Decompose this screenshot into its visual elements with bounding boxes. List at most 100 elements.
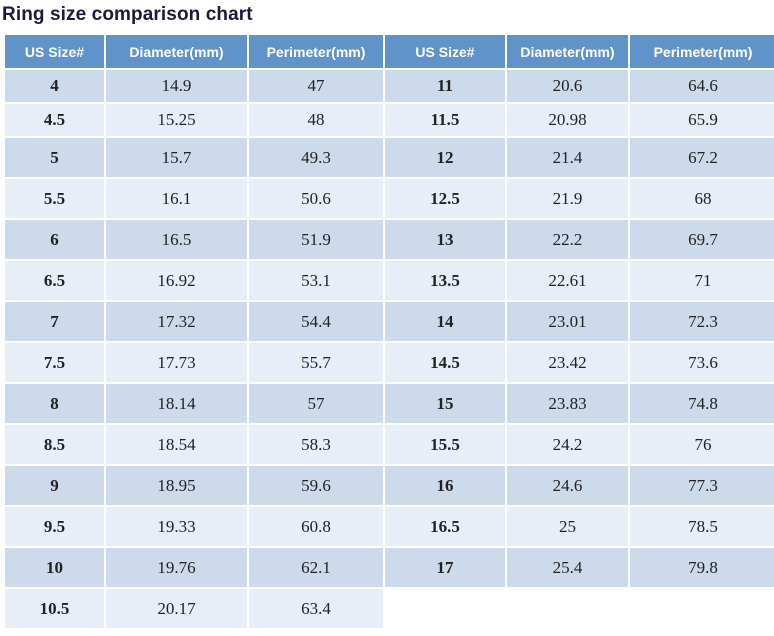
perimeter-cell: 65.9 xyxy=(630,104,774,136)
header-diameter-2: Diameter(mm) xyxy=(507,35,628,68)
diameter-cell: 21.4 xyxy=(507,138,628,177)
diameter-cell: 24.6 xyxy=(507,466,628,505)
us-size-cell: 12.5 xyxy=(385,179,505,218)
perimeter-cell: 60.8 xyxy=(249,507,383,546)
diameter-cell: 15.7 xyxy=(106,138,247,177)
diameter-cell: 15.25 xyxy=(106,104,247,136)
perimeter-cell: 64.6 xyxy=(630,70,774,102)
diameter-cell: 14.9 xyxy=(106,70,247,102)
perimeter-cell: 59.6 xyxy=(249,466,383,505)
us-size-cell: 11.5 xyxy=(385,104,505,136)
table-row: 7.5 17.73 55.7 14.5 23.42 73.6 xyxy=(5,343,774,382)
table-row: 7 17.32 54.4 14 23.01 72.3 xyxy=(5,302,774,341)
us-size-cell: 7 xyxy=(5,302,104,341)
perimeter-cell: 58.3 xyxy=(249,425,383,464)
us-size-cell: 15.5 xyxy=(385,425,505,464)
perimeter-cell: 63.4 xyxy=(249,589,383,628)
us-size-cell: 10 xyxy=(5,548,104,587)
diameter-cell: 25 xyxy=(507,507,628,546)
perimeter-cell: 51.9 xyxy=(249,220,383,259)
perimeter-cell: 72.3 xyxy=(630,302,774,341)
perimeter-cell: 71 xyxy=(630,261,774,300)
us-size-cell: 9 xyxy=(5,466,104,505)
table-row: 9.5 19.33 60.8 16.5 25 78.5 xyxy=(5,507,774,546)
table-row: 4 14.9 47 11 20.6 64.6 xyxy=(5,70,774,102)
us-size-cell: 10.5 xyxy=(5,589,104,628)
table-row: 4.5 15.25 48 11.5 20.98 65.9 xyxy=(5,104,774,136)
table-header-row: US Size# Diameter(mm) Perimeter(mm) US S… xyxy=(5,35,774,68)
us-size-cell: 8 xyxy=(5,384,104,423)
diameter-cell: 19.76 xyxy=(106,548,247,587)
perimeter-cell: 62.1 xyxy=(249,548,383,587)
us-size-cell: 13 xyxy=(385,220,505,259)
us-size-cell: 4 xyxy=(5,70,104,102)
perimeter-cell: 69.7 xyxy=(630,220,774,259)
us-size-cell: 9.5 xyxy=(5,507,104,546)
header-diameter: Diameter(mm) xyxy=(106,35,247,68)
perimeter-cell: 67.2 xyxy=(630,138,774,177)
table-row: 8.5 18.54 58.3 15.5 24.2 76 xyxy=(5,425,774,464)
diameter-cell: 17.73 xyxy=(106,343,247,382)
us-size-cell: 7.5 xyxy=(5,343,104,382)
table-row: 10 19.76 62.1 17 25.4 79.8 xyxy=(5,548,774,587)
us-size-cell: 15 xyxy=(385,384,505,423)
perimeter-cell: 48 xyxy=(249,104,383,136)
us-size-cell: 16 xyxy=(385,466,505,505)
header-perimeter: Perimeter(mm) xyxy=(249,35,383,68)
perimeter-cell: 47 xyxy=(249,70,383,102)
perimeter-cell: 79.8 xyxy=(630,548,774,587)
table-row: 9 18.95 59.6 16 24.6 77.3 xyxy=(5,466,774,505)
us-size-cell: 6.5 xyxy=(5,261,104,300)
diameter-cell: 22.61 xyxy=(507,261,628,300)
perimeter-cell: 57 xyxy=(249,384,383,423)
ring-size-table: US Size# Diameter(mm) Perimeter(mm) US S… xyxy=(3,33,774,630)
diameter-cell: 20.17 xyxy=(106,589,247,628)
perimeter-cell: 50.6 xyxy=(249,179,383,218)
page-title: Ring size comparison chart xyxy=(2,4,253,25)
diameter-cell xyxy=(507,589,628,628)
perimeter-cell xyxy=(630,589,774,628)
us-size-cell: 16.5 xyxy=(385,507,505,546)
header-us-size: US Size# xyxy=(5,35,104,68)
perimeter-cell: 77.3 xyxy=(630,466,774,505)
header-perimeter-2: Perimeter(mm) xyxy=(630,35,774,68)
diameter-cell: 16.1 xyxy=(106,179,247,218)
diameter-cell: 18.14 xyxy=(106,384,247,423)
diameter-cell: 22.2 xyxy=(507,220,628,259)
perimeter-cell: 55.7 xyxy=(249,343,383,382)
diameter-cell: 20.98 xyxy=(507,104,628,136)
us-size-cell: 12 xyxy=(385,138,505,177)
us-size-cell: 8.5 xyxy=(5,425,104,464)
header-us-size-2: US Size# xyxy=(385,35,505,68)
diameter-cell: 23.42 xyxy=(507,343,628,382)
us-size-cell: 5 xyxy=(5,138,104,177)
diameter-cell: 19.33 xyxy=(106,507,247,546)
diameter-cell: 25.4 xyxy=(507,548,628,587)
diameter-cell: 18.95 xyxy=(106,466,247,505)
us-size-cell: 5.5 xyxy=(5,179,104,218)
us-size-cell: 11 xyxy=(385,70,505,102)
diameter-cell: 20.6 xyxy=(507,70,628,102)
table-row: 5.5 16.1 50.6 12.5 21.9 68 xyxy=(5,179,774,218)
us-size-cell: 14.5 xyxy=(385,343,505,382)
perimeter-cell: 74.8 xyxy=(630,384,774,423)
table-row: 6 16.5 51.9 13 22.2 69.7 xyxy=(5,220,774,259)
perimeter-cell: 78.5 xyxy=(630,507,774,546)
us-size-cell: 14 xyxy=(385,302,505,341)
perimeter-cell: 53.1 xyxy=(249,261,383,300)
diameter-cell: 24.2 xyxy=(507,425,628,464)
diameter-cell: 18.54 xyxy=(106,425,247,464)
perimeter-cell: 68 xyxy=(630,179,774,218)
us-size-cell: 17 xyxy=(385,548,505,587)
us-size-cell: 4.5 xyxy=(5,104,104,136)
diameter-cell: 21.9 xyxy=(507,179,628,218)
us-size-cell: 13.5 xyxy=(385,261,505,300)
us-size-cell: 6 xyxy=(5,220,104,259)
diameter-cell: 23.83 xyxy=(507,384,628,423)
perimeter-cell: 73.6 xyxy=(630,343,774,382)
diameter-cell: 23.01 xyxy=(507,302,628,341)
perimeter-cell: 49.3 xyxy=(249,138,383,177)
table-row: 5 15.7 49.3 12 21.4 67.2 xyxy=(5,138,774,177)
perimeter-cell: 54.4 xyxy=(249,302,383,341)
